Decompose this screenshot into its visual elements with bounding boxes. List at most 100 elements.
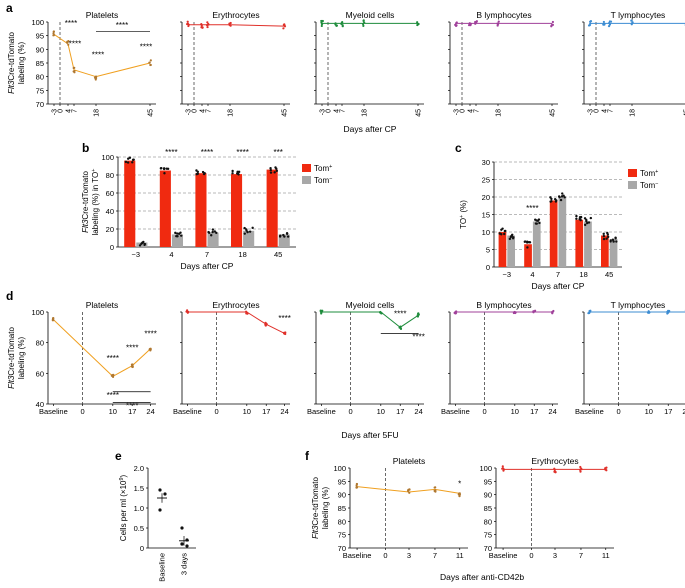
data-point — [602, 234, 606, 238]
x-tick-label: Baseline — [173, 407, 202, 416]
y-tick-label: 85 — [484, 504, 492, 513]
data-point — [180, 542, 184, 546]
x-tick-label: 3 — [553, 551, 557, 560]
data-point — [612, 240, 615, 243]
panel-letter-d: d — [6, 289, 13, 303]
data-point — [52, 32, 55, 35]
x-tick-label: 18 — [579, 270, 587, 279]
legend-swatch — [628, 181, 637, 189]
significance-label: **** — [116, 21, 128, 30]
data-point — [211, 228, 215, 231]
data-point — [560, 195, 564, 198]
y-axis-label-group: Flt3Cre-tdTomato labeling (%) — [311, 477, 330, 539]
data-point — [473, 22, 477, 25]
data-point — [609, 240, 612, 243]
data-point — [630, 23, 633, 26]
y-axis-label-italic: Flt3 — [81, 219, 90, 233]
x-tick-label: Baseline — [343, 551, 372, 560]
y-axis-label-line2: labeling (%) — [17, 337, 26, 380]
data-point — [501, 465, 504, 468]
x-tick-label: 24 — [548, 407, 556, 416]
panel-title: Myeloid cells — [346, 10, 395, 20]
data-point — [538, 221, 541, 225]
bar — [124, 160, 136, 247]
data-point — [496, 22, 499, 25]
x-tick-label: 7 — [608, 109, 615, 113]
data-point — [213, 230, 217, 233]
data-point — [66, 40, 69, 43]
data-point — [455, 22, 458, 25]
data-point — [668, 309, 671, 313]
data-point — [158, 488, 162, 492]
data-point — [602, 232, 605, 236]
data-point — [320, 21, 323, 24]
x-tick-label: 4 — [200, 109, 207, 113]
data-point — [175, 234, 178, 238]
panel-title: Myeloid cells — [346, 300, 395, 310]
bar — [159, 170, 171, 247]
bar — [532, 221, 541, 267]
x-tick-label: 10 — [243, 407, 251, 416]
y-tick-label: 85 — [36, 59, 44, 68]
bar — [507, 235, 516, 267]
data-point — [501, 467, 505, 470]
data-point — [52, 317, 55, 320]
data-point — [187, 24, 190, 28]
data-point — [124, 160, 128, 164]
bar — [266, 169, 278, 247]
y-tick-label: 100 — [479, 464, 492, 473]
significance-label: **** — [107, 391, 119, 400]
significance-label: **** — [165, 148, 177, 157]
bar — [278, 234, 290, 247]
data-point — [148, 61, 151, 64]
legend-swatch — [302, 176, 311, 184]
data-point — [355, 482, 359, 486]
x-tick-label: Baseline — [441, 407, 470, 416]
y-axis-label: Flt3Cre-tdTomato — [311, 477, 320, 539]
significance-label: *** — [274, 148, 283, 157]
y-axis-label-rest: (%) — [459, 200, 468, 215]
y-axis-label-group: Flt3Cre-tdTomato labeling (%) — [7, 32, 26, 94]
data-point — [553, 197, 557, 201]
y-tick-label: 80 — [484, 517, 492, 526]
data-point — [534, 218, 537, 221]
y-axis-label-group: Flt3Cre-tdTomato labeling (%) in TO+ — [81, 169, 100, 236]
x-tick-label: Baseline — [489, 551, 518, 560]
bar — [524, 244, 532, 267]
data-point — [195, 173, 198, 176]
x-tick-label: 0 — [214, 407, 218, 416]
legend-label-sup: + — [655, 169, 658, 175]
series-line — [357, 486, 460, 494]
x-tick-label: -3 — [454, 109, 461, 115]
x-tick-label: 3 — [407, 551, 411, 560]
y-tick-label: 95 — [338, 477, 346, 486]
x-axis-label: Days after CP — [181, 261, 234, 271]
data-point — [551, 312, 554, 315]
data-point — [185, 544, 189, 548]
legend-label: Tom− — [314, 176, 332, 185]
y-axis-label-italic: Flt3 — [7, 80, 16, 94]
legend-swatch — [628, 169, 637, 177]
data-point — [245, 312, 248, 315]
data-point — [206, 25, 209, 29]
data-point — [269, 166, 272, 170]
x-tick-label: 4 — [334, 109, 341, 113]
data-point — [416, 21, 419, 24]
y-axis-label-italic: Flt3 — [311, 525, 320, 539]
series-line — [53, 319, 151, 378]
x-tick-label: 45 — [416, 109, 423, 117]
data-point — [207, 231, 211, 234]
x-tick-label: 0 — [348, 407, 352, 416]
x-tick-label: 18 — [496, 109, 503, 117]
data-point — [52, 33, 56, 37]
data-point — [138, 244, 142, 247]
x-tick-label: 24 — [414, 407, 422, 416]
y-axis-label-sup: 9 — [119, 477, 125, 480]
data-point — [585, 218, 588, 222]
significance-label: **** — [201, 148, 213, 157]
significance-label: **** — [236, 148, 248, 157]
y-tick-label: 40 — [36, 400, 44, 409]
data-point — [363, 21, 366, 24]
data-point — [282, 27, 285, 30]
y-tick-label: 10 — [482, 228, 490, 237]
